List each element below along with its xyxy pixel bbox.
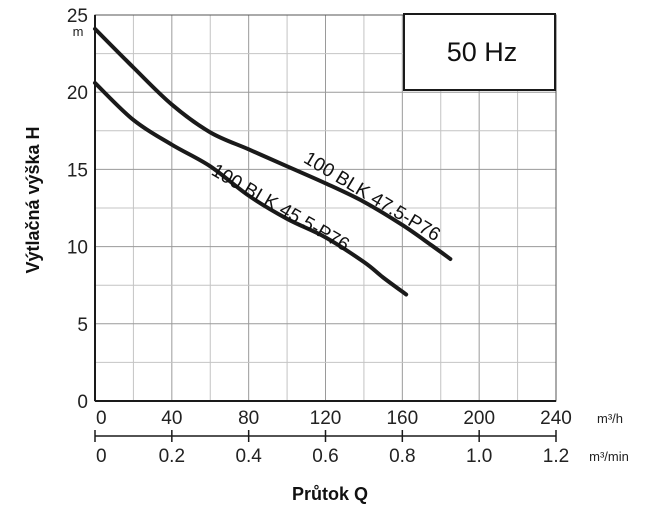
- x-tick-label: 80: [238, 408, 259, 429]
- series-line: [93, 80, 409, 297]
- plot-frame: [94, 14, 557, 402]
- x-tick-labels: 0 40 80 120 160 200 240: [96, 408, 572, 429]
- y-tick-label: 10: [67, 238, 88, 259]
- secondary-x-tick-label: 0.8: [389, 446, 415, 467]
- y-tick-labels: 0 5 10 15 20 25: [67, 6, 88, 413]
- secondary-x-tick-label: 0.2: [159, 446, 185, 467]
- secondary-x-tick-label: 0: [96, 446, 107, 467]
- y-tick-label: 20: [67, 83, 88, 104]
- x-tick-label: 240: [540, 408, 572, 429]
- secondary-x-tick-label: 1.2: [543, 446, 569, 467]
- x-tick-label: 40: [161, 408, 182, 429]
- frequency-box: 50 Hz: [403, 13, 556, 91]
- y-tick-label: 25: [67, 6, 88, 27]
- y-tick-label: 15: [67, 160, 88, 181]
- series-line: [93, 26, 453, 261]
- series-layer: [93, 26, 453, 297]
- frequency-label: 50 Hz: [447, 37, 518, 67]
- y-tick-label: 0: [77, 392, 88, 413]
- x-tick-label: 160: [386, 408, 418, 429]
- secondary-x-tick-label: 0.6: [312, 446, 338, 467]
- x-primary-unit: m³/h: [597, 411, 623, 426]
- x-tick-label: 200: [463, 408, 495, 429]
- y-tick-label: 5: [77, 315, 88, 336]
- x-tick-label: 0: [96, 408, 107, 429]
- y-axis-title: Výtlačná výška H: [23, 126, 43, 273]
- secondary-x-axis: 0 0.2 0.4 0.6 0.8 1.0 1.2: [94, 430, 569, 467]
- secondary-x-tick-label: 0.4: [235, 446, 262, 467]
- x-tick-label: 120: [310, 408, 342, 429]
- secondary-x-tick-label: 1.0: [466, 446, 492, 467]
- x-axis-title: Průtok Q: [292, 484, 368, 504]
- y-unit: m: [73, 24, 84, 39]
- x-secondary-unit: m³/min: [589, 449, 629, 464]
